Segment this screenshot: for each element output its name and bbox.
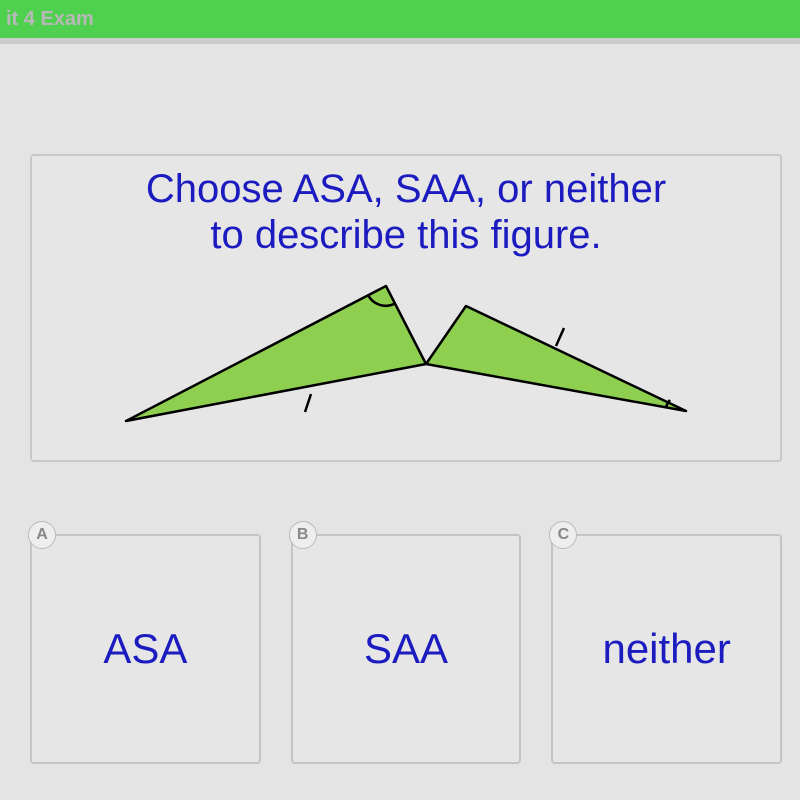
content-area: Choose ASA, SAA, or neither to describe … <box>0 44 800 800</box>
option-text-c: neither <box>602 625 730 673</box>
question-panel: Choose ASA, SAA, or neither to describe … <box>30 154 782 462</box>
option-letter-b: B <box>289 521 317 549</box>
option-letter-a: A <box>28 521 56 549</box>
option-letter-c: C <box>549 521 577 549</box>
option-a[interactable]: A ASA <box>30 534 261 764</box>
exam-title: it 4 Exam <box>6 8 94 31</box>
option-c[interactable]: C neither <box>551 534 782 764</box>
question-line1: Choose ASA, SAA, or neither <box>146 167 666 211</box>
option-b[interactable]: B SAA <box>291 534 522 764</box>
option-text-b: SAA <box>364 625 448 673</box>
option-text-a: ASA <box>103 625 187 673</box>
figure-wrap <box>42 266 770 446</box>
question-line2: to describe this figure. <box>210 213 601 257</box>
triangle-figure <box>96 266 716 446</box>
options-row: A ASA B SAA C neither <box>30 534 782 764</box>
question-text: Choose ASA, SAA, or neither to describe … <box>42 166 770 258</box>
exam-header: it 4 Exam <box>0 0 800 38</box>
